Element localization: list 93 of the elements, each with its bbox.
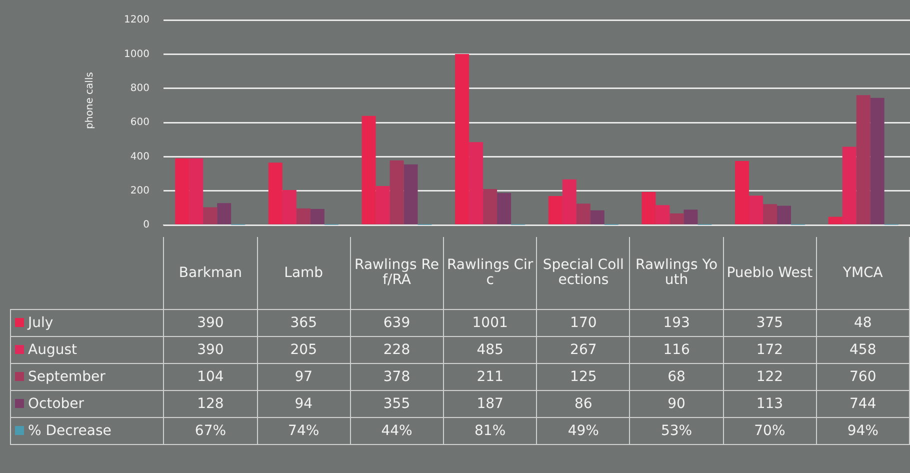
data-label: 172: [723, 336, 816, 364]
data-label: 170: [536, 310, 630, 336]
data-label: 128: [164, 390, 258, 418]
legend-label: July: [10, 310, 164, 336]
data-label: 205: [257, 336, 350, 364]
data-label: 53%: [630, 418, 724, 444]
bar: [310, 208, 324, 224]
bar: [642, 192, 656, 224]
data-label: 458: [816, 336, 910, 364]
bar: [203, 207, 218, 224]
x-tick-label: Rawlings Circ: [443, 237, 537, 310]
data-label: 744: [816, 390, 910, 418]
data-label: 94%: [816, 418, 910, 444]
data-label: 485: [443, 336, 537, 364]
bar: [763, 204, 778, 224]
bar: [749, 196, 764, 224]
bar: [735, 160, 750, 224]
bar: [576, 204, 590, 224]
y-tick-label: 400: [130, 151, 150, 162]
data-label: 125: [536, 364, 630, 390]
y-axis-title: phone calls: [84, 71, 96, 131]
data-label: 1001: [443, 310, 537, 336]
data-label: 90: [630, 390, 724, 418]
bar: [670, 213, 684, 224]
bar: [870, 98, 884, 224]
data-label: 86: [536, 390, 630, 418]
x-tick-label: Lamb: [257, 237, 350, 310]
data-label: 639: [350, 310, 444, 336]
bar: [455, 54, 470, 224]
data-label: 74%: [257, 418, 350, 444]
x-tick-label: Special Collections: [536, 237, 630, 310]
legend-label: August: [10, 336, 164, 364]
bar: [189, 158, 204, 224]
bar: [590, 210, 604, 224]
y-tick-label: 1200: [124, 14, 150, 26]
data-label: 81%: [443, 418, 537, 444]
bar: [362, 116, 376, 224]
bar: [390, 160, 404, 224]
data-label: 211: [443, 364, 537, 390]
y-tick-label: 1000: [124, 48, 150, 60]
data-label: 97: [257, 364, 350, 390]
data-label: 378: [350, 364, 444, 390]
bar: [483, 188, 498, 224]
data-label: 355: [350, 390, 444, 418]
data-label: 390: [164, 310, 258, 336]
bar: [828, 216, 842, 224]
bar: [282, 190, 296, 224]
x-tick-label: Rawlings Youth: [630, 237, 724, 310]
data-label: 44%: [350, 418, 444, 444]
bar: [376, 186, 390, 224]
data-label: 267: [536, 336, 630, 364]
bar: [656, 205, 670, 224]
bar: [842, 146, 856, 224]
x-tick-label: Pueblo West: [723, 237, 816, 310]
data-label: 113: [723, 390, 816, 418]
bar: [175, 158, 190, 224]
y-tick-label: 800: [130, 82, 150, 94]
data-label: 70%: [723, 418, 816, 444]
data-label: 48: [816, 310, 910, 336]
bar: [268, 162, 282, 224]
x-tick-label: YMCA: [816, 237, 910, 310]
legend-label: % Decrease: [10, 418, 164, 444]
data-label: 187: [443, 390, 537, 418]
y-tick-label: 600: [130, 117, 150, 128]
x-tick-label: Rawlings Ref/RA: [350, 237, 444, 310]
bar: [856, 95, 870, 224]
bar: [469, 142, 484, 224]
bar: [296, 208, 310, 224]
data-label: 365: [257, 310, 350, 336]
data-label: 760: [816, 364, 910, 390]
bar: [777, 206, 792, 224]
data-label: 122: [723, 364, 816, 390]
bar: [548, 196, 562, 224]
bar: [217, 203, 232, 224]
bar: [562, 179, 576, 224]
legend-label: September: [10, 364, 164, 390]
y-tick-label: 0: [143, 220, 150, 231]
data-label: 104: [164, 364, 258, 390]
data-label: 193: [630, 310, 724, 336]
data-label: 94: [257, 390, 350, 418]
legend-label: October: [10, 390, 164, 418]
data-label: 49%: [536, 418, 630, 444]
data-label: 228: [350, 336, 444, 364]
data-label: 375: [723, 310, 816, 336]
bar: [497, 193, 512, 224]
data-label: 116: [630, 336, 724, 364]
bar: [684, 210, 698, 224]
y-tick-label: 200: [130, 185, 150, 196]
x-tick-label: Barkman: [164, 237, 258, 310]
data-label: 68: [630, 364, 724, 390]
data-label: 390: [164, 336, 258, 364]
bar: [404, 164, 418, 224]
data-label: 67%: [164, 418, 258, 444]
